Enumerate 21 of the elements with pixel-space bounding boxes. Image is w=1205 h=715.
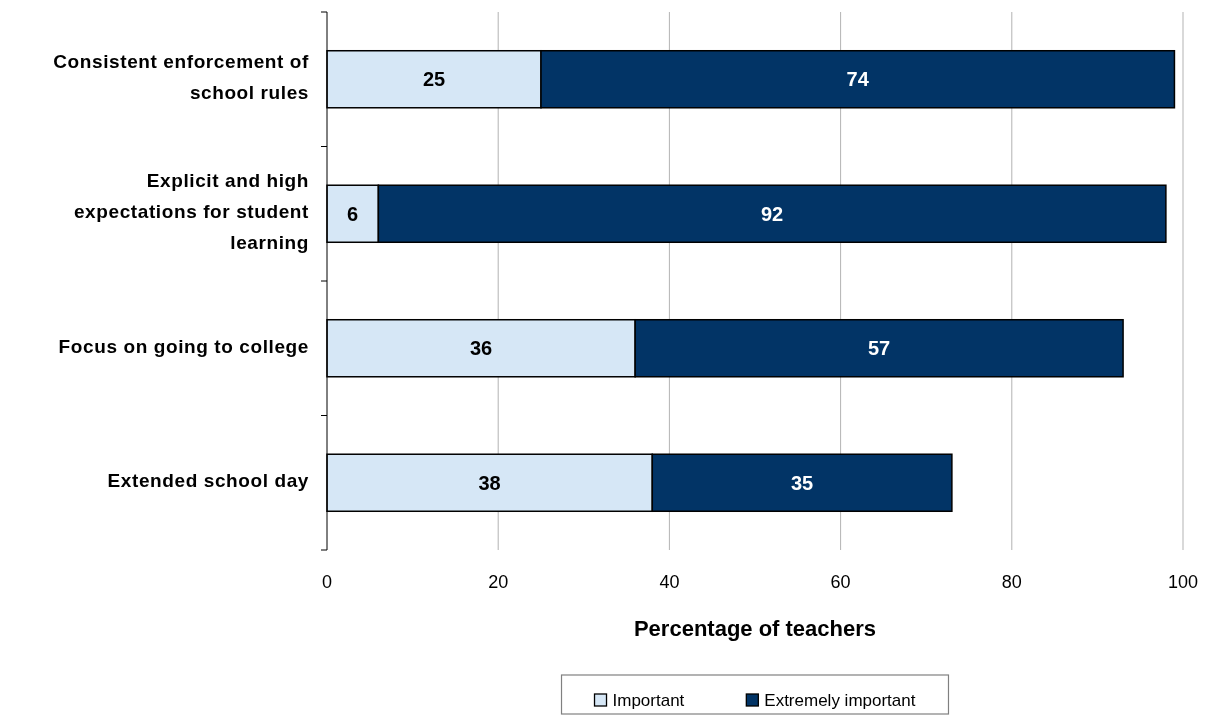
x-tick-label: 60 [830,572,851,592]
data-label: 35 [790,471,814,494]
legend-label: Extremely important [764,690,916,710]
data-label: 92 [760,202,784,225]
data-label: 57 [867,337,891,360]
data-label: 6 [347,202,359,225]
x-tick-label: 0 [321,572,333,592]
x-axis-title: Percentage of teachers [633,615,877,641]
x-tick-label: 100 [1167,572,1199,592]
data-label: 25 [422,68,446,91]
y-tick-label: Explicit and high expectations for student learning [73,170,310,254]
x-tick-label: 20 [488,572,509,592]
y-tick-label: Focus on going to college [58,335,309,357]
y-tick-label: Consistent enforcement of school rules [53,51,310,104]
x-tick-label: 40 [659,572,680,592]
data-label: 74 [846,68,870,91]
y-tick-label: Extended school day [107,470,309,492]
data-label: 38 [478,471,501,494]
data-label: 36 [469,337,493,360]
x-tick-label: 80 [1001,572,1022,592]
legend-label: Important [612,690,685,710]
